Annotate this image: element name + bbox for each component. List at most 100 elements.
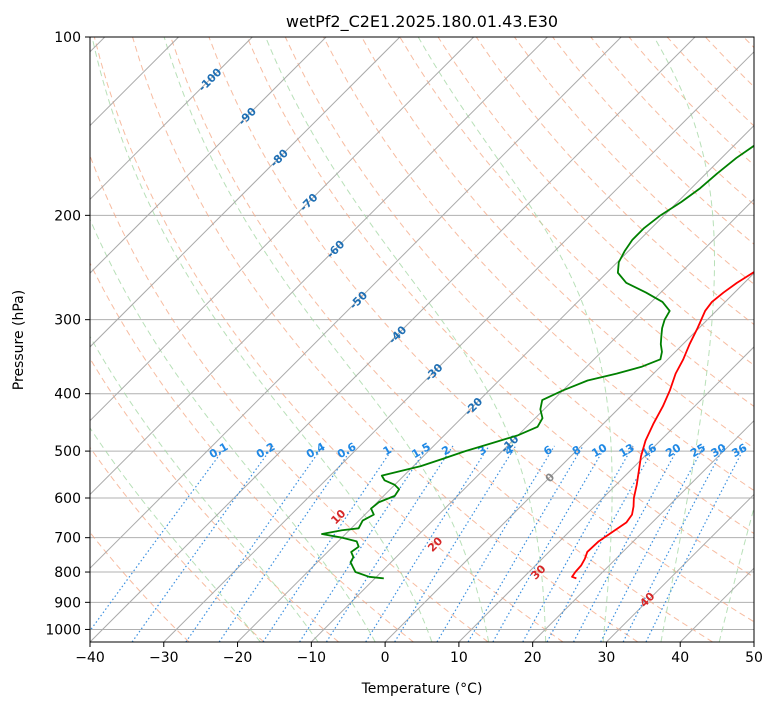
x-axis-title: Temperature (°C) [361,681,483,697]
mixing-ratio-line [325,445,454,642]
plot-frame [89,36,755,643]
mixing-ratio-lines [90,445,746,642]
isotherm-line [606,493,754,642]
mixing-ratio-line [645,445,746,642]
dry-adiabat-line [208,37,754,623]
isotherm-line [90,37,253,201]
x-tick-label: −40 [75,650,105,666]
isotherm-label: -100 [196,65,225,94]
x-tick-label: 0 [381,650,390,666]
dry-adiabat-line [90,531,190,642]
isotherm-line [90,37,622,569]
y-tick-label: 700 [54,531,81,547]
mixing-ratio-line [622,445,726,642]
dry-adiabat-label: 40 [637,590,657,610]
mixing-ratio-label: 20 [663,441,683,460]
mixing-ratio-label: 0.6 [335,440,359,461]
mixing-ratio-label: 10 [589,441,609,460]
mixing-ratio-label: 0.1 [207,440,230,461]
dry-adiabats [90,37,754,642]
mixing-ratio-line [90,445,227,632]
y-tick-label: 600 [54,491,81,507]
dry-adiabat-line [704,37,754,88]
mixing-ratio-label: 36 [730,441,750,460]
profile-lines [321,144,754,580]
dry-adiabat-line [590,37,754,206]
moist-adiabat-line [90,335,319,642]
pressure-grid [90,37,754,630]
dry-adiabat-label: 30 [528,562,548,582]
isotherm-line [90,37,696,642]
mixing-ratio-line [394,445,517,642]
dry-adiabat-line [628,37,754,166]
moist-adiabat-line [653,37,716,642]
moist-adiabat-line [90,218,376,642]
x-tick-label: 50 [745,650,763,666]
x-tick-label: 20 [524,650,542,666]
isotherm-line [753,641,754,642]
dry-adiabat-line [552,37,754,245]
mixing-ratio-line [522,445,634,642]
dry-adiabat-line [246,37,754,578]
plot-area: -100-90-80-70-60-50-40-30-20-100 1020304… [90,37,754,642]
dry-adiabat-line [743,37,754,49]
isotherms [90,37,754,642]
mixing-ratio-label: 1.5 [410,440,433,461]
isotherm-line [90,37,401,348]
mixing-ratio-label: 6 [541,443,554,458]
x-tick-label: 30 [598,650,616,666]
mixing-ratio-line [573,445,680,642]
y-tick-label: 500 [54,444,81,460]
y-tick-label: 100 [54,30,81,46]
dry-adiabat-line [399,37,754,408]
isotherm-line [163,51,754,642]
mixing-ratio-label: 25 [688,441,708,460]
y-tick-label: 1000 [45,622,81,638]
dry-adiabat-line [361,37,754,449]
isotherm-label: -90 [236,105,259,128]
mixing-ratio-line [467,445,584,642]
y-tick-label: 400 [54,387,81,403]
isotherm-label: -60 [324,238,347,261]
temperature-profile-line [571,270,754,580]
chart-title: wetPf2_C2E1.2025.180.01.43.E30 [286,12,558,32]
dry-adiabat-line [90,262,414,642]
dewpoint-profile-line [321,144,754,580]
mixing-ratio-line [262,445,395,642]
mixing-ratio-line [436,445,556,642]
isotherm-line [237,124,754,642]
mixing-ratio-line [600,445,705,642]
mixing-ratio-line [218,445,355,642]
dry-adiabat-line [93,37,564,642]
dry-adiabat-line [170,37,713,642]
moist-adiabat-line [265,37,547,642]
dry-adiabat-line [437,37,754,366]
y-tick-label: 300 [54,313,81,329]
moist-adiabat-line [163,37,490,642]
moist-adiabat-line [90,427,261,642]
isotherm-line [384,272,754,642]
x-tick-label: 10 [450,650,468,666]
dry-adiabat-line [284,37,754,535]
x-tick-label: 40 [671,650,689,666]
moist-adiabats [90,37,754,642]
dry-adiabat-line [90,446,265,642]
dry-adiabat-line [132,37,639,642]
dry-adiabat-line [514,37,754,285]
y-tick-label: 200 [54,208,81,224]
isotherm-line [90,37,475,422]
moist-adiabat-line [718,506,754,642]
mixing-ratio-line [185,445,324,642]
x-tick-label: −30 [149,650,179,666]
mixing-ratio-line [546,445,656,642]
dry-adiabat-line [90,357,339,642]
mixing-ratio-label: 30 [709,441,729,460]
dry-adiabat-line [666,37,754,127]
isotherm-line [532,419,754,642]
dry-adiabat-line [323,37,754,492]
moist-adiabat-line [417,37,613,642]
mixing-ratio-line [365,445,490,642]
mixing-ratio-label: 0.4 [304,440,328,461]
